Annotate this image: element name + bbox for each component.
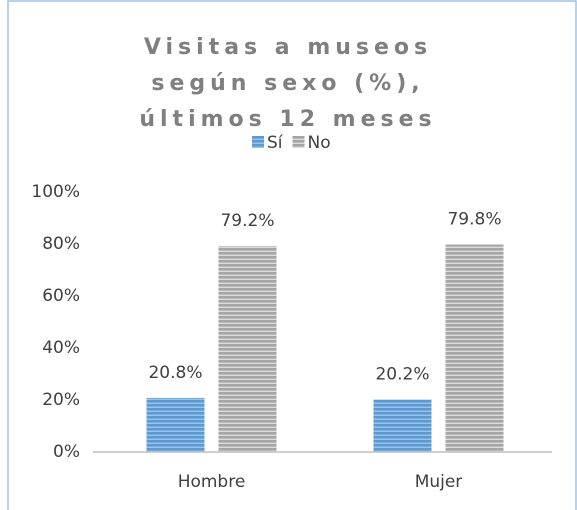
y-tick-label: 0% [53,442,80,462]
y-tick-label: 100% [31,182,80,202]
y-tick-label: 40% [42,338,80,358]
data-label: 79.2% [220,211,274,231]
y-tick-label: 60% [42,286,80,306]
data-label: 20.2% [375,364,429,384]
chart-title: Visitas a museos según sexo (%), últimos… [139,35,437,132]
bar [218,246,277,452]
bar [146,397,205,452]
legend-swatch [292,136,305,148]
data-label: 79.8% [447,210,501,230]
y-tick-label: 80% [42,234,80,254]
legend-swatch [252,136,264,148]
data-label: 20.8% [148,363,202,383]
chart-border [7,0,577,510]
bar [373,399,432,452]
x-tick-label: Hombre [178,472,246,492]
x-tick-label: Mujer [415,472,463,492]
legend-label: Sí [267,133,284,153]
legend-label: No [308,133,331,153]
bar [445,244,504,452]
y-tick-label: 20% [42,390,80,410]
